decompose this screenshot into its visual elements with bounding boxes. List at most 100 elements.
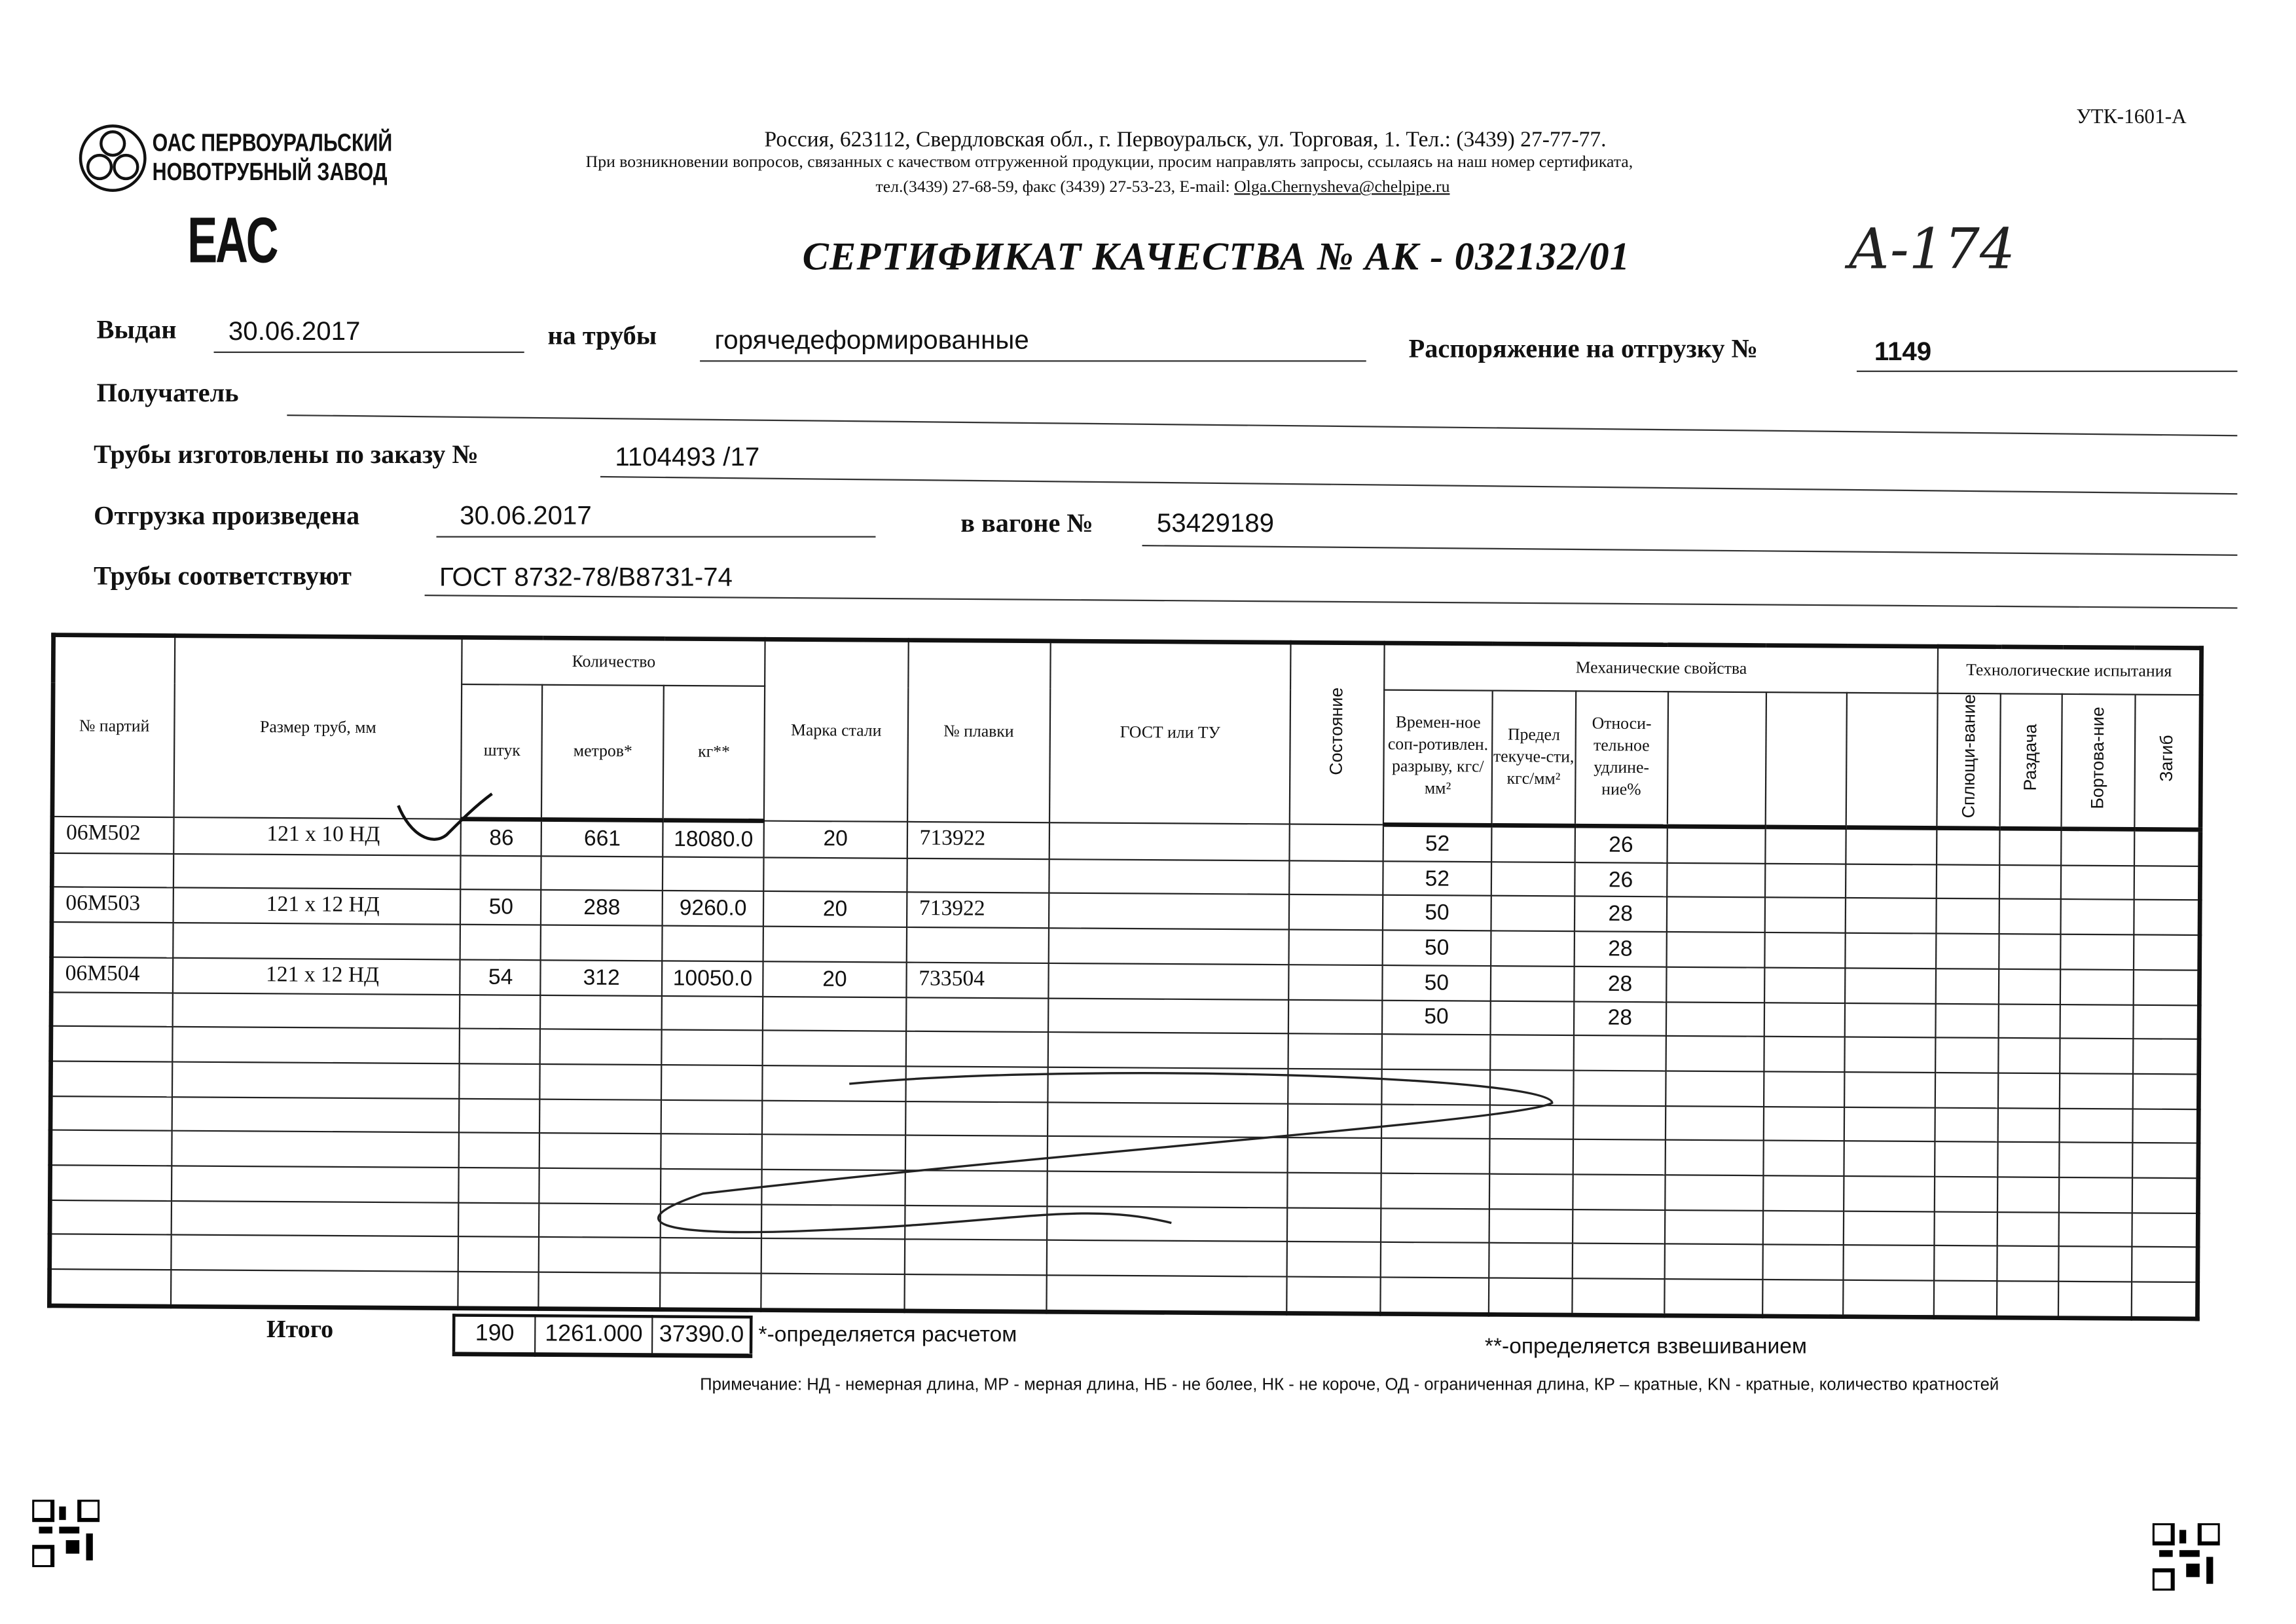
cell-batch <box>52 853 174 889</box>
cell-t3 <box>2061 828 2135 866</box>
cell-tensile <box>1380 1277 1489 1315</box>
cell-m2 <box>1762 1245 1844 1281</box>
cell-t3 <box>2059 1073 2133 1109</box>
col-meters: метров* <box>541 684 665 821</box>
cell-tensile: 50 <box>1382 999 1491 1035</box>
cell-gost <box>1049 822 1290 860</box>
totals-table: 190 1261.000 37390.0 <box>452 1314 753 1358</box>
cell-meters <box>539 1237 661 1274</box>
cell-elong: 28 <box>1574 931 1667 967</box>
cell-size <box>170 1270 459 1308</box>
wagon-label: в вагоне № <box>960 508 1093 538</box>
issued-label: Выдан <box>96 314 177 344</box>
cell-m1 <box>1664 1209 1763 1246</box>
col-quantity: Количество <box>462 637 765 686</box>
cell-steel <box>761 1274 905 1311</box>
cell-t2 <box>1998 1038 2060 1074</box>
cell-m3 <box>1844 1280 1935 1318</box>
cell-kg: 18080.0 <box>663 820 765 857</box>
cell-yield <box>1491 825 1575 862</box>
cell-elong <box>1572 1244 1665 1280</box>
cell-t2 <box>1997 1142 2060 1178</box>
cell-t2 <box>1999 899 2061 935</box>
cell-m2 <box>1763 1002 1846 1038</box>
cell-m3 <box>1846 898 1937 934</box>
cell-t3 <box>2059 1177 2132 1213</box>
cell-elong: 28 <box>1574 966 1667 1002</box>
cell-meters <box>541 925 663 961</box>
cell-pcs <box>458 1237 539 1272</box>
cell-t1 <box>1934 1280 1997 1318</box>
header-contacts: тел.(3439) 27-68-59, факс (3439) 27-53-2… <box>875 179 1449 196</box>
cell-meters <box>539 1168 661 1204</box>
cell-pcs <box>460 925 541 960</box>
cell-t1 <box>1937 828 2000 865</box>
cell-t4 <box>2132 1177 2198 1213</box>
cell-meters <box>539 1063 662 1100</box>
cell-t2 <box>1997 1246 2059 1282</box>
cell-state <box>1289 860 1383 896</box>
cell-t1 <box>1936 898 2000 934</box>
cell-size <box>173 923 461 960</box>
cell-m2 <box>1764 863 1847 898</box>
cell-kg: 10050.0 <box>662 960 763 996</box>
cell-t3 <box>2060 934 2134 970</box>
email-link[interactable]: Olga.Chernysheva@chelpipe.ru <box>1234 178 1450 196</box>
cell-m3 <box>1845 1037 1936 1073</box>
issued-value: 30.06.2017 <box>228 316 361 346</box>
cell-yield <box>1490 965 1575 1001</box>
cell-size <box>172 1131 460 1168</box>
col-batch: № партий <box>52 635 175 818</box>
cell-size <box>172 992 461 1029</box>
cell-heat <box>907 858 1049 894</box>
cell-m1 <box>1666 1036 1764 1072</box>
cell-m3 <box>1844 1211 1935 1246</box>
cell-batch <box>50 1026 173 1062</box>
cell-m2 <box>1764 932 1846 969</box>
recipient-label: Получатель <box>96 378 239 407</box>
cell-size <box>171 1235 459 1272</box>
cell-t4 <box>2132 1108 2199 1144</box>
col-state-label: Состояние <box>1326 686 1347 775</box>
cell-t4 <box>2134 865 2200 901</box>
cell-batch <box>50 1096 172 1132</box>
cell-kg <box>660 1273 761 1310</box>
cell-yield <box>1490 1000 1575 1036</box>
cell-batch <box>49 1269 172 1307</box>
cell-kg <box>663 856 764 892</box>
cell-heat: 713922 <box>907 821 1049 859</box>
cell-m2 <box>1764 898 1846 934</box>
cell-pcs <box>461 855 542 891</box>
cell-t3 <box>2058 1247 2132 1282</box>
cell-pcs <box>460 1063 541 1099</box>
cell-kg <box>661 995 763 1031</box>
cell-size <box>172 1096 460 1134</box>
cell-t4 <box>2134 900 2200 936</box>
cell-t4 <box>2132 1143 2199 1179</box>
cell-t2 <box>1999 969 2061 1005</box>
cell-t1 <box>1935 1107 1999 1143</box>
cell-t4 <box>2132 1073 2199 1109</box>
cell-m1 <box>1666 967 1764 1003</box>
cell-m1 <box>1664 1279 1762 1316</box>
shipped-label: Отгрузка произведена <box>94 500 360 530</box>
cell-t1 <box>1934 1211 1998 1247</box>
cell-t3 <box>2060 899 2134 935</box>
footnote-remark: Примечание: НД - немерная длина, МР - ме… <box>700 1376 1999 1395</box>
conform-value: ГОСТ 8732-78/В8731-74 <box>439 562 733 592</box>
col-expand: Раздача <box>1999 693 2062 829</box>
cell-pcs: 50 <box>460 890 541 925</box>
cell-steel <box>763 926 907 963</box>
cell-m1 <box>1666 1001 1764 1037</box>
cell-batch <box>50 1165 172 1201</box>
cell-m3 <box>1845 1003 1937 1038</box>
cell-t2 <box>1999 828 2062 865</box>
cell-heat <box>905 997 1048 1033</box>
cell-batch <box>49 1234 172 1270</box>
company-logo-icon <box>79 124 147 192</box>
cell-tensile: 52 <box>1383 824 1492 862</box>
cell-pcs <box>458 1202 539 1238</box>
cell-t4 <box>2133 1004 2200 1040</box>
cell-m2 <box>1762 1106 1846 1142</box>
cell-state <box>1290 824 1384 861</box>
